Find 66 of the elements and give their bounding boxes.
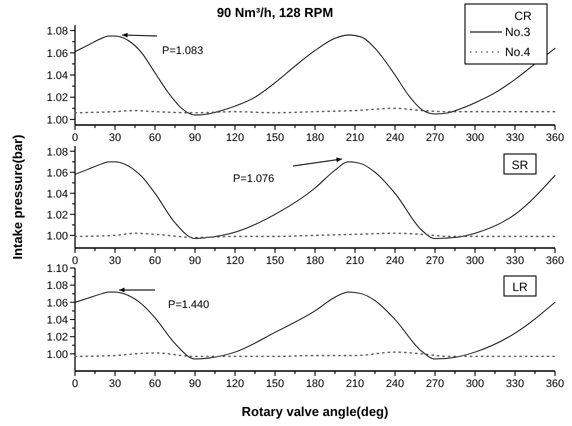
- x-tick-label: 240: [386, 255, 404, 267]
- x-tick-label: 180: [306, 378, 324, 390]
- x-tick-label: 360: [546, 255, 564, 267]
- y-tick-label: 1.04: [46, 314, 68, 326]
- x-tick-label: 270: [426, 132, 444, 144]
- x-tick-label: 60: [148, 255, 162, 267]
- y-tick-label: 1.00: [46, 348, 68, 361]
- x-tick-label: 330: [506, 255, 524, 267]
- y-tick-label: 1.10: [46, 263, 68, 275]
- y-tick-label: 1.04: [46, 188, 68, 200]
- y-tick-label: 1.06: [46, 48, 68, 60]
- x-tick-label: 360: [546, 132, 564, 144]
- x-tick-label: 300: [466, 132, 484, 144]
- x-tick-label: 30: [108, 378, 122, 390]
- x-tick-label: 30: [108, 255, 122, 267]
- x-tick-label: 30: [108, 132, 122, 144]
- x-tick-label: 270: [426, 378, 444, 390]
- x-tick-label: 60: [148, 132, 162, 144]
- y-tick-label: 1.08: [46, 280, 68, 292]
- legend-title: CR: [514, 9, 532, 23]
- y-tick-label: 1.06: [46, 297, 68, 310]
- y-axis-title: Intake pressure(bar): [10, 134, 25, 260]
- y-tick-label: 1.08: [46, 146, 68, 158]
- x-tick-label: 180: [306, 132, 324, 144]
- x-tick-label: 120: [226, 132, 244, 144]
- x-tick-label: 90: [188, 378, 202, 390]
- x-tick-label: 90: [188, 132, 202, 144]
- y-tick-label: 1.00: [46, 230, 68, 242]
- y-tick-label: 1.04: [46, 70, 68, 82]
- legend-label: No.3: [505, 25, 531, 39]
- chart-title: 90 Nm³/h, 128 RPM: [216, 5, 334, 20]
- x-tick-label: 210: [346, 255, 364, 267]
- annotation: LR: [512, 280, 528, 294]
- x-tick-label: 300: [466, 378, 484, 390]
- x-tick-label: 270: [426, 255, 444, 267]
- annotation: P=1.440: [168, 299, 210, 311]
- x-tick-label: 90: [188, 255, 202, 267]
- x-tick-label: 180: [306, 255, 324, 267]
- x-tick-label: 150: [266, 255, 284, 267]
- x-tick-label: 120: [226, 378, 244, 390]
- x-tick-label: 210: [346, 378, 364, 390]
- y-tick-label: 1.02: [46, 332, 68, 344]
- y-tick-label: 1.00: [46, 114, 68, 126]
- x-axis-title: Rotary valve angle(deg): [242, 404, 388, 419]
- x-tick-label: 300: [466, 255, 484, 267]
- x-tick-label: 150: [266, 378, 284, 390]
- x-tick-label: 360: [546, 378, 564, 390]
- x-tick-label: 120: [226, 255, 244, 267]
- x-tick-label: 330: [506, 132, 524, 144]
- y-tick-label: 1.02: [46, 209, 68, 222]
- annotation: P=1.083: [162, 45, 204, 57]
- x-tick-label: 60: [148, 378, 162, 390]
- x-tick-label: 240: [386, 132, 404, 144]
- x-tick-label: 330: [506, 378, 524, 390]
- x-tick-label: 0: [72, 255, 78, 267]
- legend-label: No.4: [505, 45, 531, 59]
- x-tick-label: 150: [266, 132, 284, 144]
- y-tick-label: 1.06: [46, 167, 68, 180]
- y-tick-label: 1.08: [46, 26, 68, 38]
- annotation: SR: [512, 158, 529, 172]
- y-tick-label: 1.02: [46, 92, 68, 104]
- x-tick-label: 0: [72, 132, 78, 144]
- x-tick-label: 240: [386, 378, 404, 390]
- x-tick-label: 210: [346, 132, 364, 144]
- x-tick-label: 0: [72, 378, 78, 390]
- annotation: P=1.076: [233, 173, 274, 185]
